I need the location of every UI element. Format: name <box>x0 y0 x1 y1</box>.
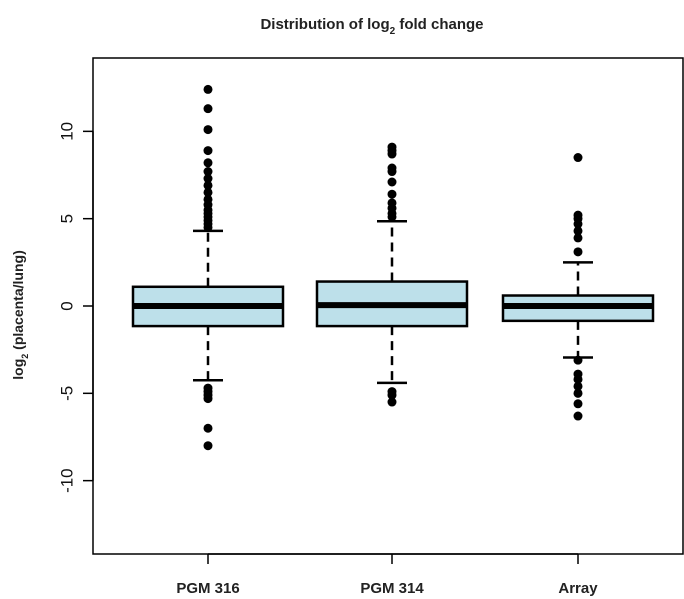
outlier-point <box>573 381 583 391</box>
y-tick-label: 10 <box>57 122 76 141</box>
x-axis: PGM 316 PGM 314 Array <box>176 553 598 597</box>
y-tick-label: -5 <box>57 386 76 401</box>
outlier-point <box>203 222 213 232</box>
outlier-point <box>573 399 583 409</box>
outlier-point <box>573 247 583 257</box>
x-tick-label: PGM 316 <box>176 580 239 597</box>
outlier-point <box>203 125 213 135</box>
outlier-point <box>203 187 213 197</box>
outlier-point <box>573 153 583 163</box>
x-tick-label: PGM 314 <box>360 580 424 597</box>
x-tick-label: Array <box>558 580 598 597</box>
outlier-point <box>387 167 397 177</box>
outlier-point <box>203 104 213 114</box>
outlier-point <box>573 388 583 398</box>
outlier-point <box>387 189 397 199</box>
outlier-point <box>573 226 583 236</box>
outlier-point <box>203 158 213 168</box>
outlier-point <box>387 177 397 187</box>
outlier-point <box>387 212 397 222</box>
boxes-layer <box>131 84 655 451</box>
outlier-point <box>203 180 213 190</box>
outlier-point <box>573 355 583 365</box>
box-group <box>501 153 655 421</box>
outlier-point <box>203 146 213 156</box>
outlier-point <box>573 411 583 421</box>
y-tick-label: 5 <box>57 214 76 223</box>
y-axis: -10 -5 0 5 10 <box>57 122 94 493</box>
outlier-point <box>203 174 213 184</box>
outlier-point <box>203 441 213 451</box>
outlier-point <box>203 394 213 404</box>
outlier-point <box>203 167 213 177</box>
outlier-point <box>387 397 397 407</box>
outlier-point <box>203 84 213 94</box>
outlier-point <box>203 423 213 433</box>
outlier-point <box>573 374 583 384</box>
box-group <box>315 142 469 407</box>
outlier-point <box>387 149 397 159</box>
outlier-point <box>387 390 397 400</box>
outlier-point <box>573 219 583 229</box>
y-tick-label: 0 <box>57 301 76 310</box>
y-tick-label: -10 <box>57 468 76 493</box>
chart-title: Distribution of log2 fold change <box>260 16 483 37</box>
box-group <box>131 84 285 451</box>
y-axis-label: log2 (placenta/lung) <box>10 250 30 379</box>
outlier-point <box>573 233 583 243</box>
